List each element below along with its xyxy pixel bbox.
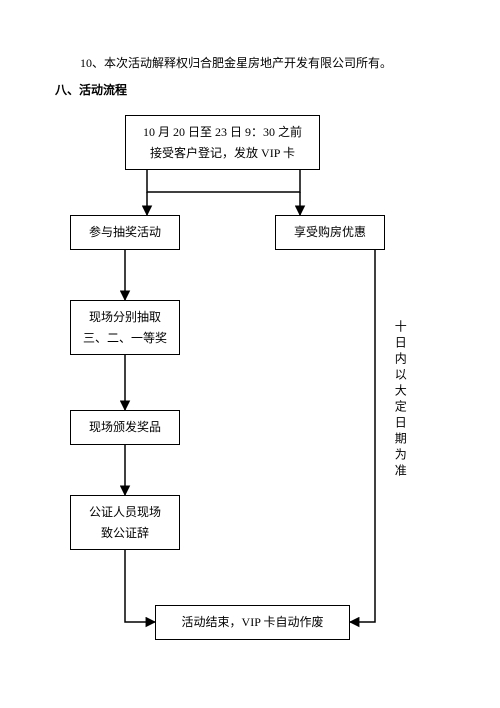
side-label-deadline: 十日内以大定日期为准 [390, 320, 409, 480]
node-lottery-label: 参与抽奖活动 [89, 222, 161, 242]
page: 10、本次活动解释权归合肥金星房地产开发有限公司所有。 八、活动流程 10 月 … [0, 0, 500, 708]
node-draw-prizes: 现场分别抽取 三、二、一等奖 [70, 300, 180, 355]
item-10-text: 10、本次活动解释权归合肥金星房地产开发有限公司所有。 [80, 55, 392, 72]
node-draw-line2: 三、二、一等奖 [83, 328, 167, 348]
node-end: 活动结束，VIP 卡自动作废 [155, 605, 350, 640]
edge-n6-to-n7 [125, 550, 155, 622]
node-end-label: 活动结束，VIP 卡自动作废 [182, 612, 324, 632]
edge-n3-to-n7 [350, 250, 375, 622]
node-draw-line1: 现场分别抽取 [89, 307, 161, 327]
section-title: 八、活动流程 [55, 82, 127, 99]
node-notary-line1: 公证人员现场 [89, 502, 161, 522]
node-registration-line2: 接受客户登记，发放 VIP 卡 [150, 143, 295, 163]
node-notary: 公证人员现场 致公证辞 [70, 495, 180, 550]
node-award: 现场颁发奖品 [70, 410, 180, 445]
node-notary-line2: 致公证辞 [101, 523, 149, 543]
node-discount-label: 享受购房优惠 [294, 222, 366, 242]
node-registration-line1: 10 月 20 日至 23 日 9：30 之前 [143, 122, 302, 142]
node-discount: 享受购房优惠 [275, 215, 385, 250]
node-registration: 10 月 20 日至 23 日 9：30 之前 接受客户登记，发放 VIP 卡 [125, 115, 320, 170]
node-award-label: 现场颁发奖品 [89, 417, 161, 437]
edge-n1-bottom-bar [147, 170, 300, 192]
node-lottery: 参与抽奖活动 [70, 215, 180, 250]
